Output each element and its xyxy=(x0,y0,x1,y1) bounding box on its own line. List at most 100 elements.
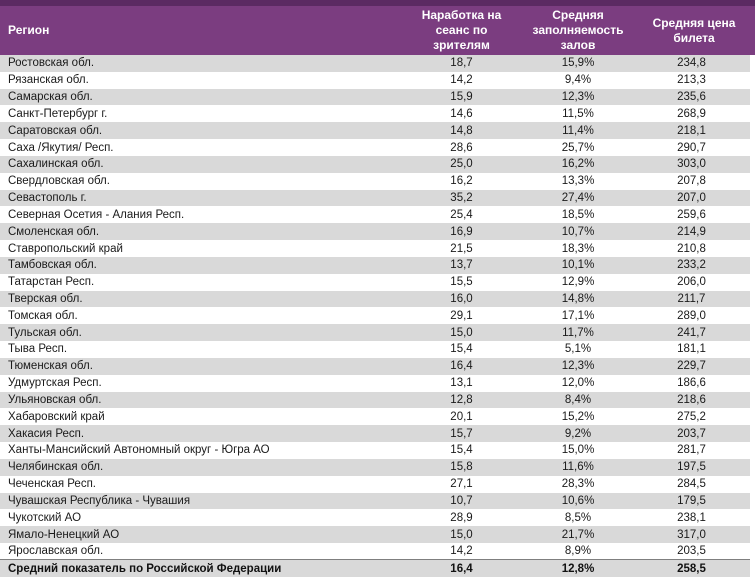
region-cell: Ярославская обл. xyxy=(8,545,104,558)
value-cell: 8,4% xyxy=(564,393,592,406)
region-cell: Самарская обл. xyxy=(8,91,93,104)
value-cell: 16,0 xyxy=(450,293,473,305)
table-row: Тамбовская обл. 13,7 10,1% 233,2 xyxy=(0,256,750,274)
value-cell: 10,7 xyxy=(450,494,473,507)
value-cell: 218,1 xyxy=(677,124,706,137)
value-cell: 17,1% xyxy=(561,309,595,322)
region-cell: Татарстан Респ. xyxy=(8,276,95,289)
value-cell: 229,7 xyxy=(677,360,706,373)
value-cell: 12,8 xyxy=(450,393,473,406)
region-cell: Ростовская обл. xyxy=(8,57,95,70)
table-row: Челябинская обл. 15,8 11,6% 197,5 xyxy=(0,458,750,476)
table-row: Саха /Якутия/ Респ. 28,6 25,7% 290,7 xyxy=(0,139,750,156)
value-cell: 11,6% xyxy=(562,461,594,474)
value-cell: 15,0 xyxy=(450,326,473,339)
value-cell: 303,0 xyxy=(677,158,706,171)
value-cell: 203,5 xyxy=(677,545,706,558)
region-cell: Чувашская Республика - Чувашия xyxy=(8,494,191,507)
value-cell: 14,8 xyxy=(450,124,473,137)
table-row: Свердловская обл. 16,2 13,3% 207,8 xyxy=(0,172,750,190)
value-cell: 8,5% xyxy=(564,511,592,524)
value-cell: 15,0% xyxy=(561,444,595,457)
region-cell: Тульская обл. xyxy=(8,326,82,339)
value-cell: 233,2 xyxy=(677,259,706,272)
total-viewers-per-session: 16,4 xyxy=(450,562,473,575)
value-cell: 186,6 xyxy=(677,377,706,390)
value-cell: 14,2 xyxy=(450,74,473,87)
value-cell: 18,5% xyxy=(561,208,595,221)
table-header-row: Регион Наработка на сеанс по зрителям Ср… xyxy=(0,6,755,55)
value-cell: 35,2 xyxy=(450,192,473,205)
region-cell: Чукотский АО xyxy=(8,511,82,524)
value-cell: 12,9% xyxy=(561,276,595,289)
value-cell: 14,8% xyxy=(561,293,595,305)
value-cell: 197,5 xyxy=(677,461,706,474)
table-row: Ямало-Ненецкий АО 15,0 21,7% 317,0 xyxy=(0,526,750,544)
header-avg-hall-occupancy: Средняя заполняемость залов xyxy=(532,8,624,52)
value-cell: 207,8 xyxy=(677,175,706,188)
table-row: Ульяновская обл. 12,8 8,4% 218,6 xyxy=(0,391,750,409)
value-cell: 12,3% xyxy=(561,360,595,373)
region-cell: Севастополь г. xyxy=(8,192,87,205)
value-cell: 25,0 xyxy=(450,158,473,171)
value-cell: 13,3% xyxy=(561,175,595,188)
value-cell: 211,7 xyxy=(677,293,706,305)
value-cell: 238,1 xyxy=(677,511,706,524)
value-cell: 11,7% xyxy=(562,326,594,339)
value-cell: 206,0 xyxy=(677,276,706,289)
value-cell: 207,0 xyxy=(677,192,706,205)
region-cell: Тверская обл. xyxy=(8,293,83,305)
total-row-label: Средний показатель по Российской Федерац… xyxy=(8,562,282,575)
table-row: Тверская обл. 16,0 14,8% 211,7 xyxy=(0,290,750,308)
table-row: Смоленская обл. 16,9 10,7% 214,9 xyxy=(0,223,750,241)
table-row: Томская обл. 29,1 17,1% 289,0 xyxy=(0,307,750,325)
value-cell: 14,2 xyxy=(450,545,473,558)
top-accent-strip xyxy=(0,0,755,6)
table-row: Северная Осетия - Алания Респ. 25,4 18,5% 2… xyxy=(0,206,750,224)
value-cell: 281,7 xyxy=(677,444,706,457)
table-row: Саратовская обл. 14,8 11,4% 218,1 xyxy=(0,122,750,140)
table-row: Чукотский АО 28,9 8,5% 238,1 xyxy=(0,509,750,527)
value-cell: 13,1 xyxy=(450,377,473,390)
value-cell: 259,6 xyxy=(677,208,706,221)
value-cell: 15,2% xyxy=(561,410,595,423)
value-cell: 9,2% xyxy=(564,427,592,440)
table-row: Ярославская обл. 14,2 8,9% 203,5 xyxy=(0,543,750,560)
value-cell: 218,6 xyxy=(677,393,706,406)
value-cell: 18,7 xyxy=(450,57,473,70)
value-cell: 20,1 xyxy=(450,410,473,423)
table-row: Тюменская обл. 16,4 12,3% 229,7 xyxy=(0,357,750,375)
header-avg-ticket-price: Средняя цена билета xyxy=(652,15,736,45)
total-row: Средний показатель по Российской Федерац… xyxy=(0,559,750,577)
value-cell: 10,6% xyxy=(561,494,595,507)
value-cell: 8,9% xyxy=(564,545,592,558)
region-cell: Рязанская обл. xyxy=(8,74,89,87)
table-row: Тульская обл. 15,0 11,7% 241,7 xyxy=(0,324,750,342)
table-row: Хакасия Респ. 15,7 9,2% 203,7 xyxy=(0,425,750,443)
region-cell: Саратовская обл. xyxy=(8,124,103,137)
region-cell: Томская обл. xyxy=(8,309,78,322)
value-cell: 241,7 xyxy=(677,326,706,339)
value-cell: 25,4 xyxy=(450,208,473,221)
region-cell: Тюменская обл. xyxy=(8,360,93,373)
value-cell: 15,9% xyxy=(561,57,595,70)
region-cell: Ямало-Ненецкий АО xyxy=(8,528,120,541)
value-cell: 214,9 xyxy=(677,225,706,238)
value-cell: 275,2 xyxy=(677,410,706,423)
table-row: Хабаровский край 20,1 15,2% 275,2 xyxy=(0,408,750,426)
value-cell: 203,7 xyxy=(677,427,706,440)
value-cell: 15,9 xyxy=(450,91,473,104)
value-cell: 10,1% xyxy=(561,259,595,272)
value-cell: 10,7% xyxy=(561,225,595,238)
table-row: Севастополь г. 35,2 27,4% 207,0 xyxy=(0,189,750,207)
table-row: Сахалинская обл. 25,0 16,2% 303,0 xyxy=(0,155,750,173)
table-row: Тыва Респ. 15,4 5,1% 181,1 xyxy=(0,341,750,358)
total-avg-hall-occupancy: 12,8% xyxy=(561,562,595,575)
table-row: Чувашская Республика - Чувашия 10,7 10,6% 1… xyxy=(0,492,750,510)
region-cell: Челябинская обл. xyxy=(8,461,104,474)
value-cell: 27,1 xyxy=(450,478,473,491)
value-cell: 21,5 xyxy=(450,242,473,255)
table-row: Удмуртская Респ. 13,1 12,0% 186,6 xyxy=(0,374,750,392)
header-viewers-per-session: Наработка на сеанс по зрителям xyxy=(421,8,502,52)
